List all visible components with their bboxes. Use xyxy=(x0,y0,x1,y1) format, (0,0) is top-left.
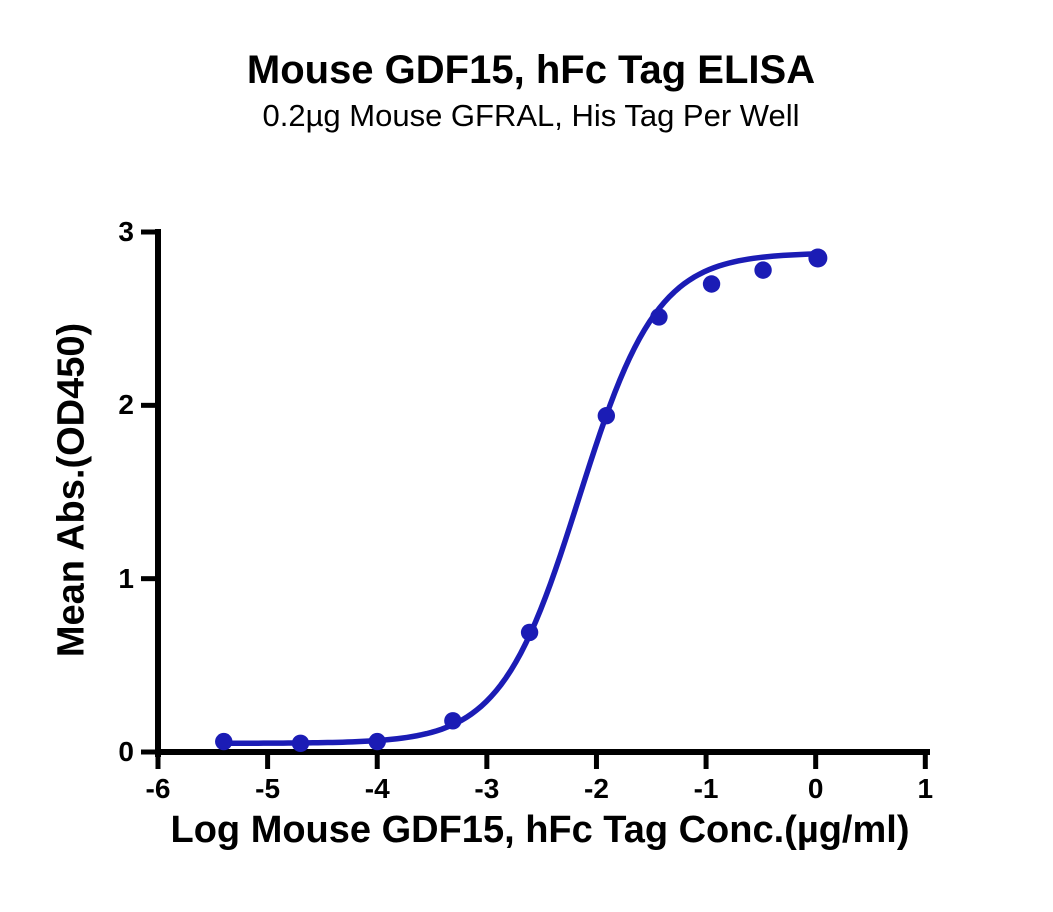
data-point xyxy=(215,732,233,751)
x-tick-label: -6 xyxy=(145,773,171,804)
data-point xyxy=(368,732,386,751)
x-tick-label: -2 xyxy=(584,773,609,804)
data-point xyxy=(808,248,828,268)
x-tick-label: -1 xyxy=(693,773,719,804)
x-tick-label: -5 xyxy=(255,773,281,804)
data-point xyxy=(754,261,772,279)
chart-title: Mouse GDF15, hFc Tag ELISA xyxy=(246,48,816,92)
y-tick-label: 0 xyxy=(118,736,134,767)
y-tick-label: 1 xyxy=(118,562,134,594)
data-point xyxy=(650,308,668,326)
fit-curve xyxy=(221,251,821,747)
x-axis-label: Log Mouse GDF15, hFc Tag Conc.(µg/ml) xyxy=(170,809,910,851)
x-tick-label: 0 xyxy=(807,773,824,804)
data-point xyxy=(444,712,462,730)
data-point xyxy=(597,407,616,425)
y-tick-label: 3 xyxy=(118,216,134,247)
data-point xyxy=(702,275,721,293)
y-tick-label: 2 xyxy=(118,389,134,421)
x-tick-label: -4 xyxy=(364,773,390,804)
x-tick-label: 1 xyxy=(917,773,934,804)
chart-subtitle: 0.2µg Mouse GFRAL, His Tag Per Well xyxy=(262,98,800,133)
y-axis-label: Mean Abs.(OD450) xyxy=(50,322,93,658)
data-point xyxy=(520,623,539,642)
x-tick-label: -3 xyxy=(474,773,500,804)
data-point xyxy=(291,734,310,753)
